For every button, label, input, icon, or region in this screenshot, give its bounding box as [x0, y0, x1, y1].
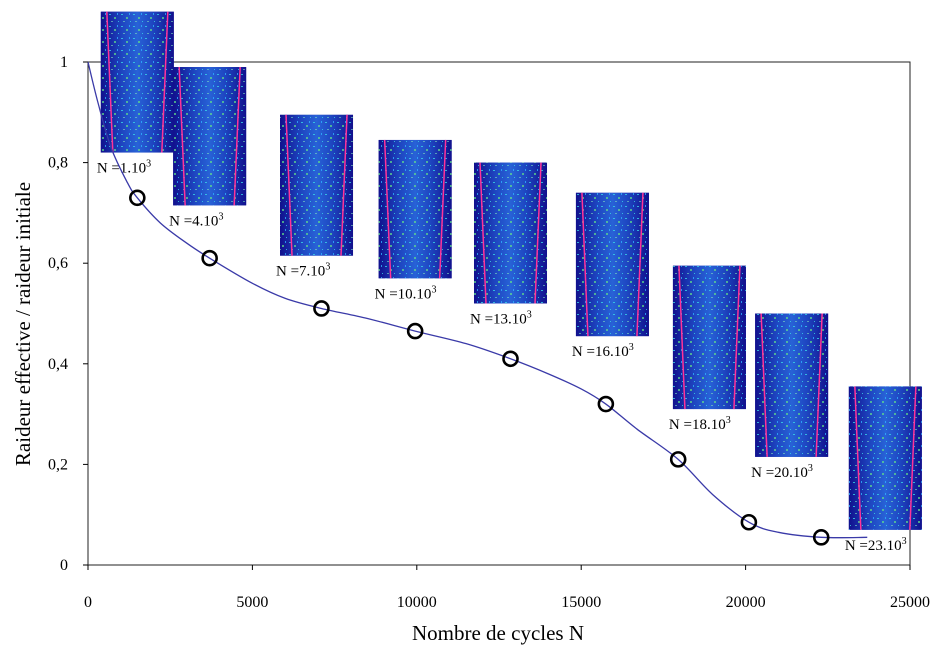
data-point	[129, 189, 146, 207]
specimen-thumbnail: N =20.103	[751, 313, 829, 481]
thumbnail-label: N =4.103	[169, 211, 223, 229]
thumbnail-edge-right	[815, 313, 823, 457]
y-tick-label: 0,8	[48, 155, 68, 172]
x-tick-label: 5000	[236, 594, 268, 611]
specimen-thumbnail: N =23.103	[845, 386, 922, 554]
thumbnail-label: N =7.103	[276, 262, 330, 280]
thumbnail-edge-right	[438, 139, 447, 279]
thumbnail-edge-left	[106, 11, 114, 153]
y-tick-label: 0,6	[48, 255, 68, 272]
thumbnail-edge-left	[760, 313, 768, 457]
thumbnail-speckle	[575, 192, 649, 337]
data-point	[740, 513, 758, 531]
data-point	[201, 249, 218, 267]
plot-area	[87, 61, 911, 566]
axes: 0 5000 10000 15000 20000 25000 0 0,2 0,4 0,6 0,8 1	[48, 54, 930, 611]
plot-frame	[87, 61, 911, 566]
x-tick-label: 15000	[561, 594, 601, 611]
thumbnail-edge-right	[636, 192, 644, 337]
thumbnail-speckle	[100, 11, 174, 153]
y-axis-label: Raideur effective / raideur initiale	[11, 182, 35, 466]
specimen-thumbnails: N =1.103 N =4.103 N =7.103 N =10.103 N =13.1…	[97, 11, 922, 554]
thumbnail-speckle	[474, 162, 548, 304]
thumbnail-edge-left	[383, 139, 392, 279]
x-tick-label: 0	[84, 594, 92, 611]
specimen-thumbnail: N =7.103	[276, 114, 354, 280]
thumbnail-label: N =1.103	[97, 159, 151, 177]
thumbnail-edge-left	[178, 66, 186, 206]
thumbnail-label: N =20.103	[751, 463, 813, 481]
x-axis-label: Nombre de cycles N	[412, 621, 584, 645]
specimen-thumbnail: N =16.103	[572, 192, 649, 360]
specimen-thumbnail: N =18.103	[669, 265, 746, 433]
fit-curve	[87, 61, 868, 539]
data-point	[812, 529, 830, 546]
thumbnail-speckle	[378, 139, 452, 279]
thumbnail-speckle	[848, 386, 922, 530]
thumbnail-edge-left	[285, 114, 293, 256]
data-series	[87, 61, 868, 546]
y-tick-label: 0,2	[48, 456, 68, 473]
y-tick-label: 1	[60, 54, 68, 71]
thumbnail-label: N =23.103	[845, 536, 907, 554]
thumbnail-label: N =16.103	[572, 342, 634, 360]
thumbnail-speckle	[672, 265, 746, 410]
specimen-thumbnail: N =4.103	[169, 66, 247, 229]
thumbnail-edge-right	[233, 66, 241, 206]
thumbnail-speckle	[755, 313, 829, 457]
thumbnail-edge-left	[479, 162, 487, 304]
y-tick-label: 0,4	[48, 356, 68, 373]
data-point	[406, 322, 424, 340]
x-tick-label: 25000	[890, 594, 930, 611]
specimen-thumbnail: N =13.103	[470, 162, 548, 327]
thumbnail-label: N =18.103	[669, 415, 731, 433]
thumbnail-speckle	[173, 67, 247, 206]
thumbnail-edge-right	[733, 265, 741, 410]
thumbnail-label: N =13.103	[470, 309, 532, 327]
data-point	[313, 300, 330, 317]
thumbnail-edge-right	[534, 162, 542, 304]
thumbnail-label: N =10.103	[375, 284, 437, 302]
x-tick-label: 10000	[397, 594, 437, 611]
thumbnail-edge-right	[909, 386, 917, 530]
x-tick-label: 20000	[726, 594, 766, 611]
y-tick-label: 0	[60, 557, 68, 574]
data-point	[597, 395, 615, 413]
thumbnail-speckle	[280, 114, 354, 256]
specimen-thumbnail: N =1.103	[97, 11, 174, 177]
data-point	[502, 350, 519, 368]
thumbnail-edge-right	[161, 11, 169, 153]
thumbnail-edge-left	[854, 386, 862, 530]
thumbnail-edge-left	[581, 192, 589, 337]
data-point	[669, 451, 687, 468]
thumbnail-edge-left	[678, 265, 686, 410]
specimen-thumbnail: N =10.103	[375, 139, 452, 302]
thumbnail-edge-right	[340, 114, 348, 256]
